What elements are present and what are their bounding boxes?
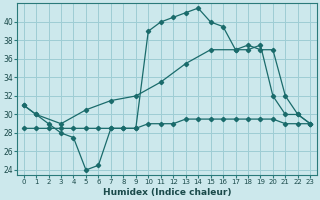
X-axis label: Humidex (Indice chaleur): Humidex (Indice chaleur) (103, 188, 231, 197)
